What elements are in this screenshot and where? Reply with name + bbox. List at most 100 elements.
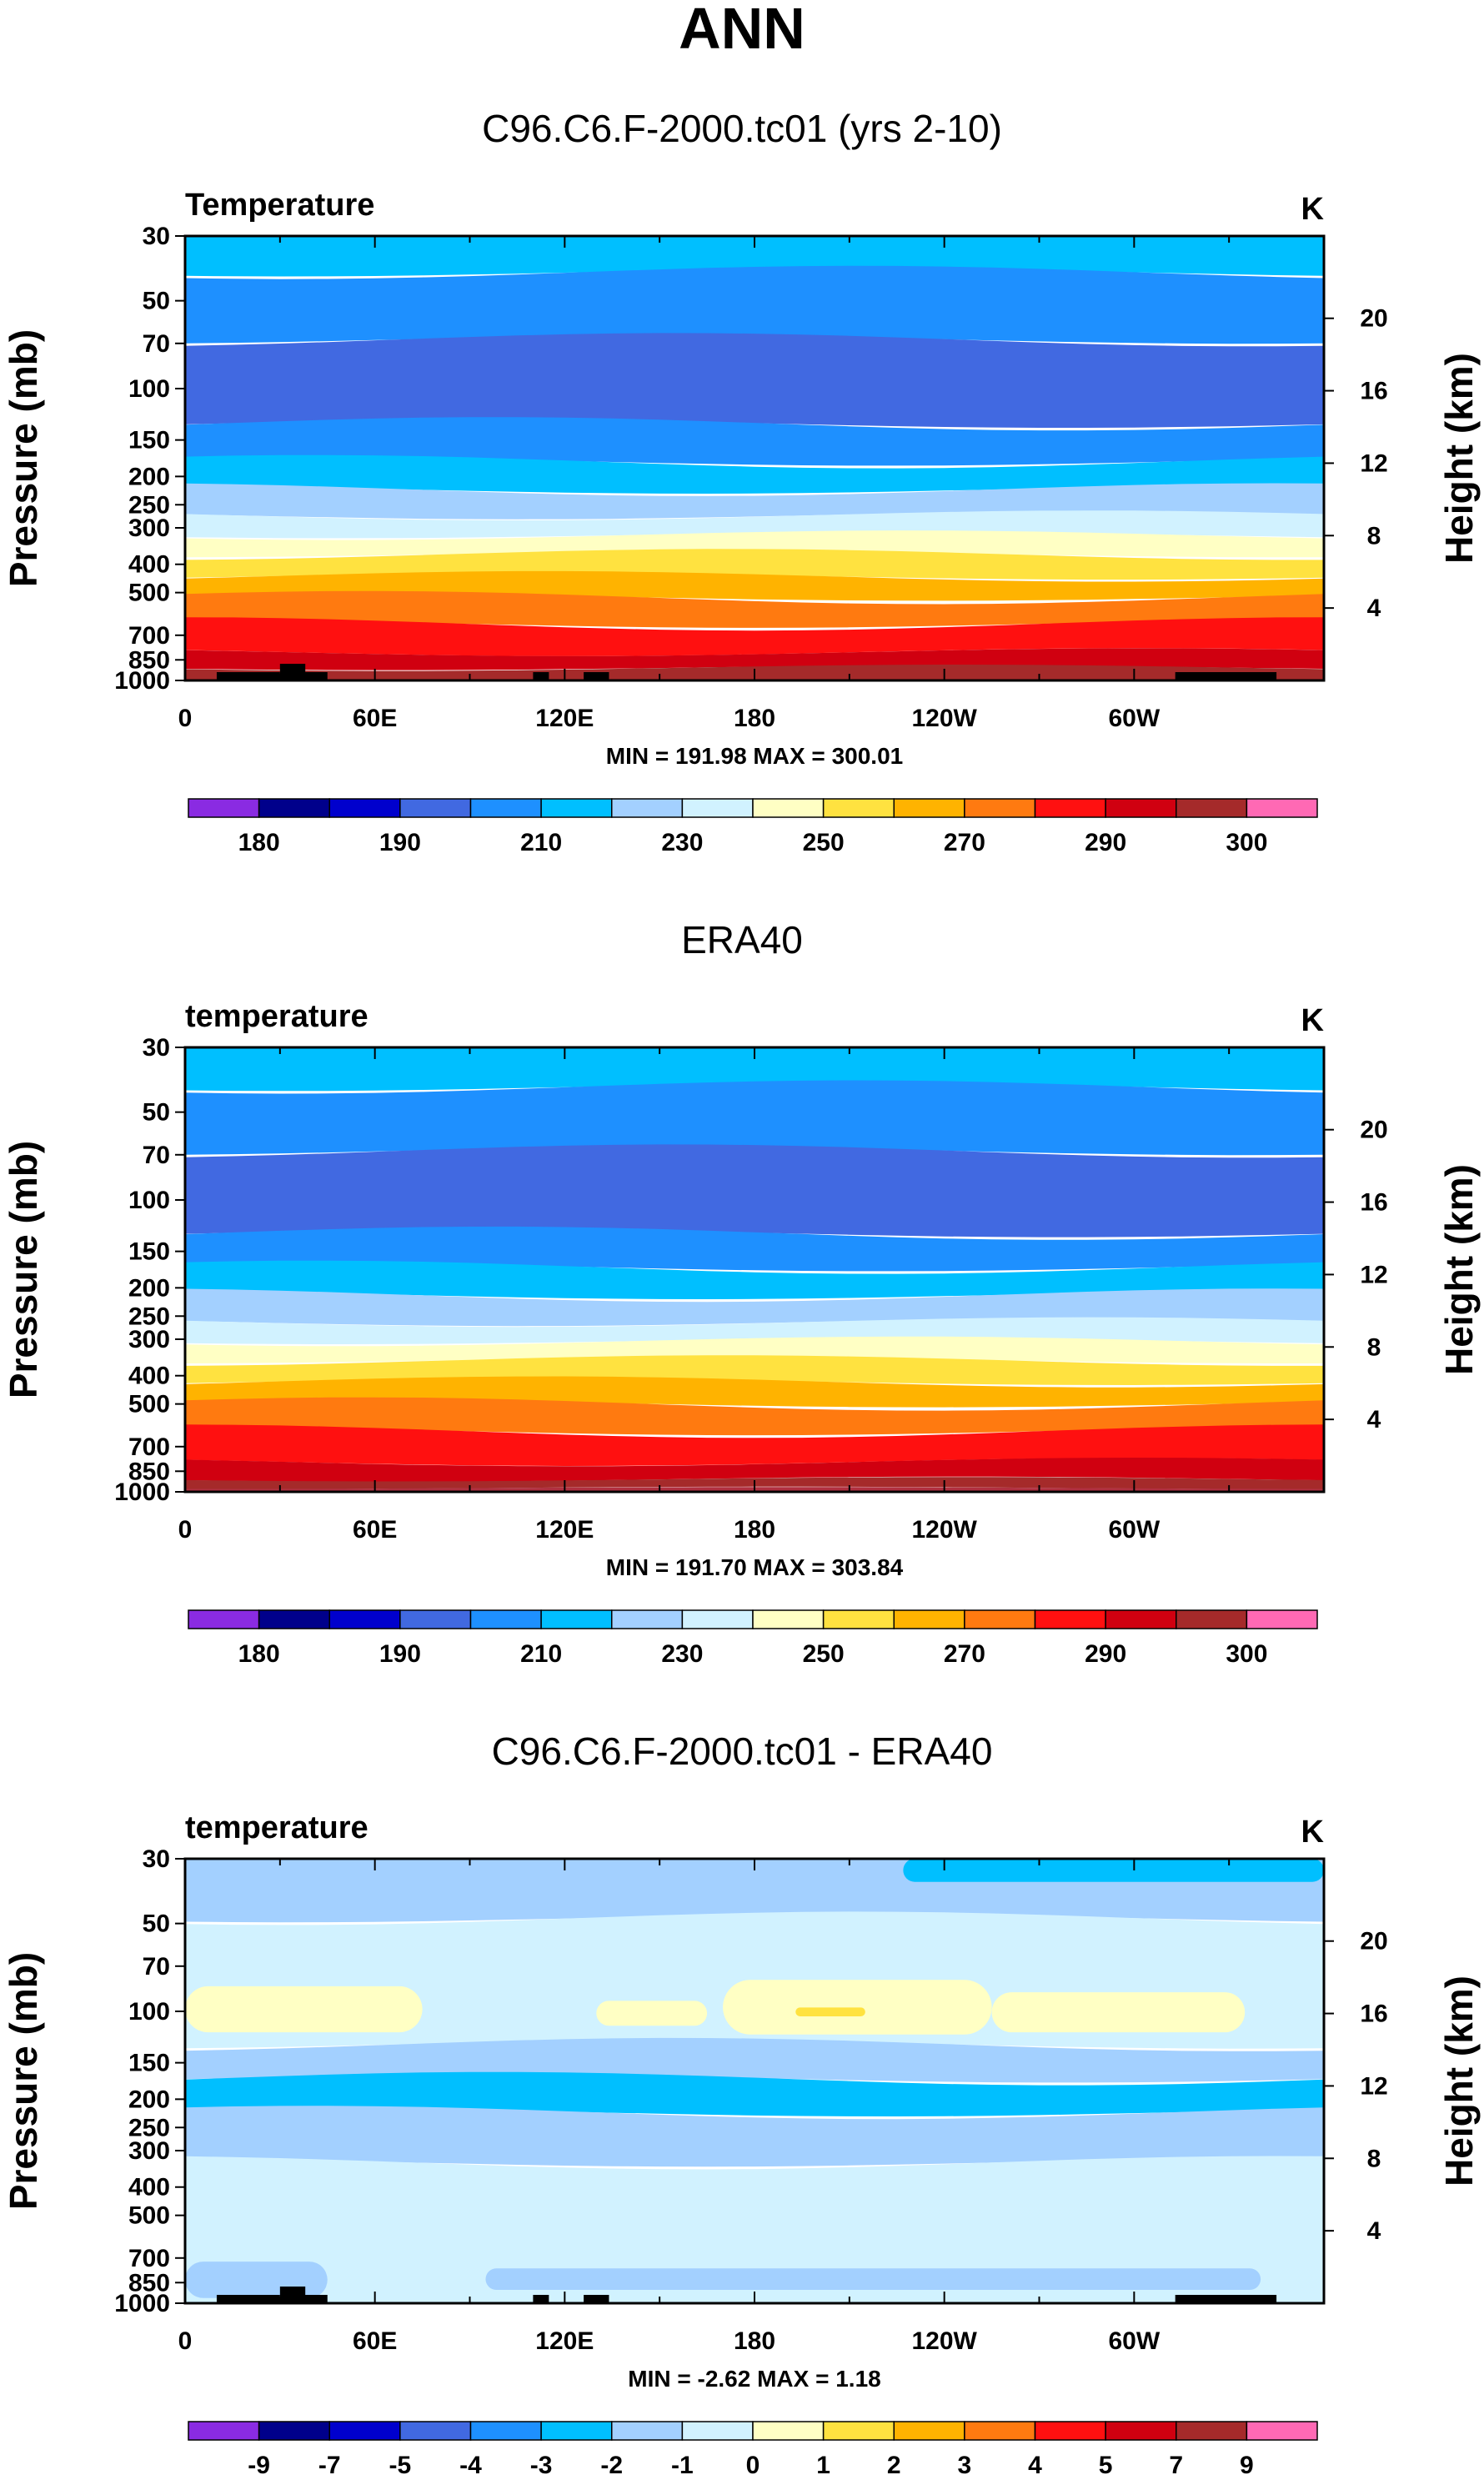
- figure-title: ANN: [679, 0, 805, 61]
- contour-band: [185, 1397, 1324, 1436]
- colorbar-box: [1105, 1609, 1177, 1629]
- height-tick-label: 4: [1367, 2217, 1381, 2245]
- colorbar-label: 210: [520, 1640, 562, 1668]
- contour-band: [185, 483, 1324, 520]
- colorbar-box: [1176, 2421, 1248, 2441]
- contour-band: [185, 417, 1324, 466]
- x-tick-label: 120E: [535, 705, 594, 732]
- colorbar-box: [752, 2421, 825, 2441]
- contour-field: [185, 1047, 1324, 1492]
- colorbar-box: [822, 1609, 895, 1629]
- y-tick-label: 250: [128, 491, 170, 519]
- colorbar-label: -5: [389, 2452, 412, 2479]
- contour-band: [185, 617, 1324, 656]
- min-max-label: MIN = -2.62 MAX = 1.18: [628, 2366, 880, 2392]
- contour-band: [185, 1080, 1324, 1156]
- colorbar-box: [258, 798, 330, 818]
- x-tick-label: 60E: [353, 705, 397, 732]
- colorbar-box: [1034, 1609, 1106, 1629]
- y-tick-label: 100: [128, 375, 170, 403]
- y-tick-label: 100: [128, 1187, 170, 1214]
- y-tick-label: 850: [128, 1458, 170, 1485]
- x-tick-label: 60E: [353, 1516, 397, 1544]
- colorbar-box: [964, 798, 1036, 818]
- contour-band: [185, 1226, 1324, 1272]
- colorbar-box: [1246, 1609, 1318, 1629]
- y-tick-label: 200: [128, 1274, 170, 1302]
- colorbar-label: 190: [379, 1640, 421, 1668]
- contour-band: [185, 530, 1324, 558]
- terrain-mask: [533, 2295, 549, 2303]
- colorbar-box: [893, 2421, 965, 2441]
- y-axis-title-right: Height (km): [1437, 1975, 1481, 2186]
- contour-band: [185, 265, 1324, 344]
- contour-band: [185, 1288, 1324, 1327]
- colorbar-box: [188, 1609, 260, 1629]
- contour-band: [185, 1144, 1324, 1237]
- y-axis-title-right: Height (km): [1437, 1164, 1481, 1375]
- y-tick-label: 200: [128, 463, 170, 490]
- y-tick-label: 400: [128, 2174, 170, 2201]
- contour-blob: [795, 2007, 865, 2016]
- terrain-mask: [293, 672, 328, 680]
- height-tick-label: 12: [1360, 2072, 1387, 2100]
- y-tick-label: 250: [128, 2114, 170, 2141]
- contour-band: [185, 648, 1324, 670]
- variable-label: temperature: [185, 999, 368, 1034]
- y-tick-label: 50: [143, 288, 170, 315]
- colorbar-label: 180: [238, 829, 280, 856]
- colorbar-label: -2: [600, 2452, 623, 2479]
- colorbar-box: [611, 2421, 684, 2441]
- colorbar-box: [399, 2421, 472, 2441]
- y-tick-label: 30: [143, 1845, 170, 1873]
- contour-blob: [485, 2268, 1261, 2290]
- height-tick-label: 8: [1367, 1333, 1381, 1361]
- contour-band: [185, 2156, 1324, 2303]
- colorbar-label: -7: [318, 2452, 341, 2479]
- y-tick-label: 300: [128, 2137, 170, 2165]
- terrain-mask: [533, 672, 549, 680]
- panel-title: ERA40: [681, 918, 803, 961]
- x-tick-label: 60E: [353, 2327, 397, 2355]
- y-tick-label: 70: [143, 330, 170, 358]
- x-tick-label: 0: [178, 1516, 193, 1544]
- y-tick-label: 70: [143, 1142, 170, 1169]
- colorbar-label: 180: [238, 1640, 280, 1668]
- colorbar-label: -4: [459, 2452, 482, 2479]
- colorbar-box: [469, 798, 542, 818]
- contour-band: [185, 1260, 1324, 1299]
- colorbar-label: 5: [1099, 2452, 1113, 2479]
- y-tick-label: 150: [128, 1238, 170, 1266]
- colorbar-box: [188, 2421, 260, 2441]
- height-tick-label: 12: [1360, 1261, 1387, 1288]
- colorbar-label: 270: [944, 1640, 985, 1668]
- colorbar-box: [1105, 798, 1177, 818]
- contour-band: [185, 510, 1324, 539]
- colorbar-box: [540, 2421, 613, 2441]
- variable-label: Temperature: [185, 188, 374, 223]
- y-axis-title-right: Height (km): [1437, 353, 1481, 564]
- contour-band: [185, 1047, 1324, 1092]
- y-tick-label: 1000: [114, 1478, 170, 1506]
- height-tick-label: 12: [1360, 449, 1387, 477]
- terrain-mask: [216, 2295, 280, 2303]
- colorbar-label: 190: [379, 829, 421, 856]
- min-max-label: MIN = 191.70 MAX = 303.84: [606, 1554, 904, 1580]
- colorbar-box: [469, 2421, 542, 2441]
- x-tick-label: 180: [734, 705, 775, 732]
- contour-band: [185, 1424, 1324, 1466]
- contour-blob: [185, 1986, 423, 2033]
- colorbar-box: [540, 1609, 613, 1629]
- colorbar-box: [188, 798, 260, 818]
- terrain-mask: [293, 2295, 328, 2303]
- contour-band: [185, 454, 1324, 494]
- panel-title: C96.C6.F-2000.tc01 - ERA40: [492, 1729, 993, 1773]
- colorbar-label: 7: [1169, 2452, 1183, 2479]
- height-tick-label: 20: [1360, 1928, 1387, 1955]
- contour-blob: [723, 1980, 992, 2035]
- min-max-label: MIN = 191.98 MAX = 300.01: [606, 743, 903, 769]
- x-tick-label: 180: [734, 1516, 775, 1544]
- contour-blob: [185, 2262, 328, 2298]
- colorbar-label: 1: [816, 2452, 830, 2479]
